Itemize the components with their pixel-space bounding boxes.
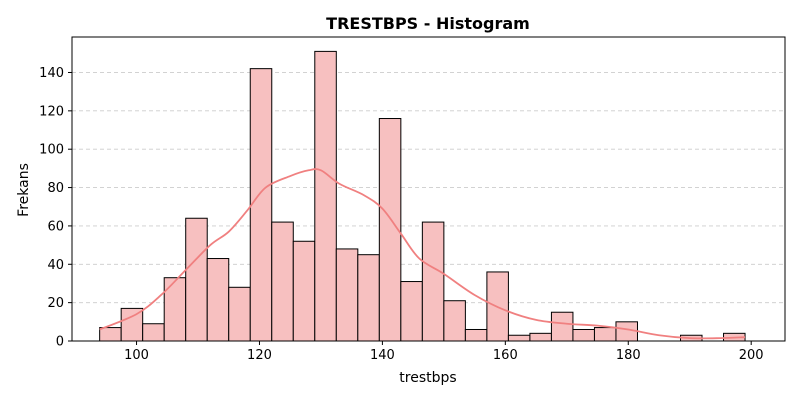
y-tick-label: 60: [47, 219, 64, 234]
histogram-bar: [400, 281, 423, 342]
histogram-bar: [314, 50, 337, 342]
histogram-bar: [507, 334, 531, 342]
histogram-bar: [421, 221, 445, 342]
histogram-bar: [142, 323, 165, 342]
chart-title: TRESTBPS - Histogram: [326, 14, 530, 33]
x-tick-label: 200: [739, 348, 764, 363]
x-tick-label: 180: [616, 348, 641, 363]
histogram-bar: [206, 258, 230, 342]
histogram-bar: [249, 68, 273, 342]
x-tick-label: 160: [493, 348, 518, 363]
y-tick-label: 80: [47, 181, 64, 196]
histogram-bar: [443, 300, 466, 342]
histogram-bar: [593, 327, 617, 342]
histogram-bar: [271, 221, 294, 342]
x-tick-label: 100: [124, 348, 149, 363]
histogram-bar: [357, 254, 380, 342]
histogram-bar: [99, 327, 122, 342]
plot-frame: [71, 36, 786, 342]
histogram-bar: [292, 240, 316, 342]
x-tick-label: 140: [370, 348, 395, 363]
x-tick-label: 120: [247, 348, 272, 363]
histogram-bar: [529, 332, 552, 342]
y-tick-label: 20: [47, 296, 64, 311]
histogram-bar: [335, 248, 359, 342]
y-tick-label: 40: [47, 258, 64, 273]
y-axis-label: Frekans: [16, 163, 32, 217]
histogram-bar: [185, 217, 208, 342]
kde-curve: [99, 168, 746, 340]
histogram-bars: [99, 50, 746, 342]
x-axis-ticks: 100 120 140 160 180 200: [124, 341, 764, 363]
y-tick-label: 140: [39, 66, 64, 81]
x-axis-label: trestbps: [399, 370, 456, 386]
histogram-bar: [228, 286, 251, 342]
histogram-bar: [163, 277, 187, 342]
y-tick-label: 0: [56, 335, 64, 350]
y-axis-ticks: 0 20 40 60 80 100 120 140: [39, 66, 72, 350]
histogram-bar: [464, 328, 488, 342]
histogram-bar: [572, 328, 595, 342]
y-tick-label: 120: [39, 104, 64, 119]
histogram-bar: [550, 311, 574, 342]
y-tick-label: 100: [39, 143, 64, 158]
